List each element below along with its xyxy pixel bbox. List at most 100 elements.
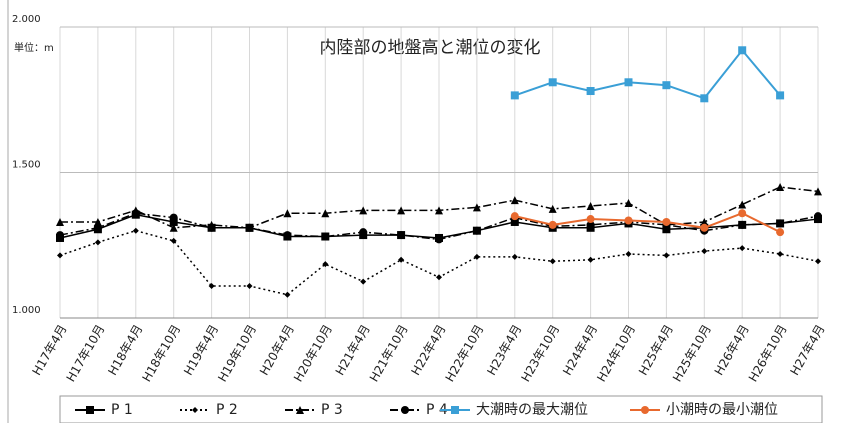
- marker: [93, 217, 102, 226]
- marker: [245, 223, 254, 232]
- x-tick-label: H24年4月: [560, 322, 600, 377]
- marker: [397, 231, 406, 240]
- x-tick-label: H24年10月: [594, 322, 638, 384]
- marker: [701, 248, 708, 255]
- marker: [169, 223, 178, 232]
- marker: [662, 217, 671, 226]
- marker: [586, 220, 595, 229]
- x-tick-label: H20年4月: [257, 322, 297, 377]
- marker: [587, 256, 594, 263]
- marker: [624, 78, 633, 87]
- x-tick-label: H25年4月: [636, 322, 676, 377]
- marker: [586, 87, 595, 96]
- marker: [510, 196, 519, 205]
- series-line: [514, 48, 781, 100]
- marker: [700, 223, 709, 232]
- marker: [738, 220, 747, 229]
- marker: [738, 200, 747, 209]
- unit-label: 単位：m: [14, 41, 54, 54]
- marker: [322, 261, 329, 268]
- marker: [132, 227, 139, 234]
- marker: [296, 406, 304, 414]
- legend-label: P 2: [216, 402, 238, 418]
- marker: [548, 204, 557, 213]
- marker: [451, 406, 459, 414]
- series-line: [514, 212, 781, 234]
- marker: [435, 235, 443, 244]
- x-tick-label: H18年10月: [139, 322, 183, 384]
- y-tick-label: 1.500: [12, 160, 41, 171]
- legend-label: P 1: [111, 402, 133, 418]
- marker: [246, 282, 253, 289]
- marker: [169, 217, 178, 226]
- marker: [510, 217, 519, 226]
- marker: [401, 406, 409, 414]
- marker: [56, 231, 64, 240]
- marker: [436, 274, 442, 281]
- x-tick-label: H22年4月: [409, 322, 449, 377]
- marker: [473, 253, 480, 260]
- marker: [738, 209, 747, 218]
- y-tick-label: 2.000: [12, 14, 41, 25]
- marker: [776, 183, 785, 192]
- marker: [284, 291, 291, 298]
- marker: [472, 226, 481, 235]
- marker: [56, 217, 64, 226]
- legend-label: 大潮時の最大潮位: [476, 402, 588, 418]
- marker: [700, 94, 709, 103]
- marker: [472, 203, 481, 212]
- chart-title: 内陸部の地盤高と潮位の変化: [320, 38, 541, 58]
- marker: [511, 253, 518, 260]
- marker: [663, 252, 670, 259]
- marker: [321, 209, 330, 218]
- marker: [131, 209, 140, 218]
- x-tick-label: H19年4月: [181, 322, 221, 377]
- marker: [662, 225, 671, 234]
- marker: [739, 245, 746, 252]
- marker: [360, 278, 367, 285]
- marker: [624, 216, 633, 225]
- marker: [208, 282, 215, 289]
- marker: [397, 206, 406, 215]
- x-tick-label: H19年10月: [215, 322, 259, 384]
- marker: [586, 215, 595, 224]
- marker: [776, 91, 785, 100]
- x-tick-label: H26年4月: [712, 322, 752, 377]
- x-tick-label: H17年10月: [64, 322, 108, 384]
- y-tick-label: 1.000: [12, 305, 41, 316]
- marker: [93, 223, 102, 232]
- legend-label: 小潮時の最小潮位: [666, 402, 778, 418]
- marker: [549, 258, 556, 265]
- marker: [662, 81, 671, 90]
- marker: [94, 239, 101, 246]
- marker: [814, 212, 822, 221]
- marker: [359, 228, 368, 237]
- marker: [777, 250, 784, 257]
- marker: [321, 232, 330, 241]
- marker: [283, 209, 292, 218]
- marker: [435, 206, 443, 215]
- marker: [641, 406, 649, 414]
- marker: [815, 258, 821, 265]
- marker: [776, 228, 785, 237]
- marker: [86, 406, 94, 414]
- x-tick-label: H23年10月: [518, 322, 562, 384]
- marker: [359, 206, 368, 215]
- marker: [510, 212, 519, 221]
- marker: [738, 46, 747, 55]
- x-tick-label: H21年4月: [333, 322, 373, 377]
- x-tick-label: H17年4月: [30, 322, 70, 377]
- marker: [548, 78, 557, 87]
- legend-label: P 3: [321, 402, 343, 418]
- marker: [625, 250, 632, 257]
- marker: [548, 220, 557, 229]
- marker: [776, 219, 785, 228]
- x-tick-label: H18年4月: [105, 322, 145, 377]
- marker: [57, 252, 63, 259]
- marker: [169, 213, 178, 222]
- marker: [814, 187, 822, 196]
- legend-label: P 4: [426, 402, 448, 418]
- marker: [510, 91, 519, 100]
- marker: [170, 237, 177, 244]
